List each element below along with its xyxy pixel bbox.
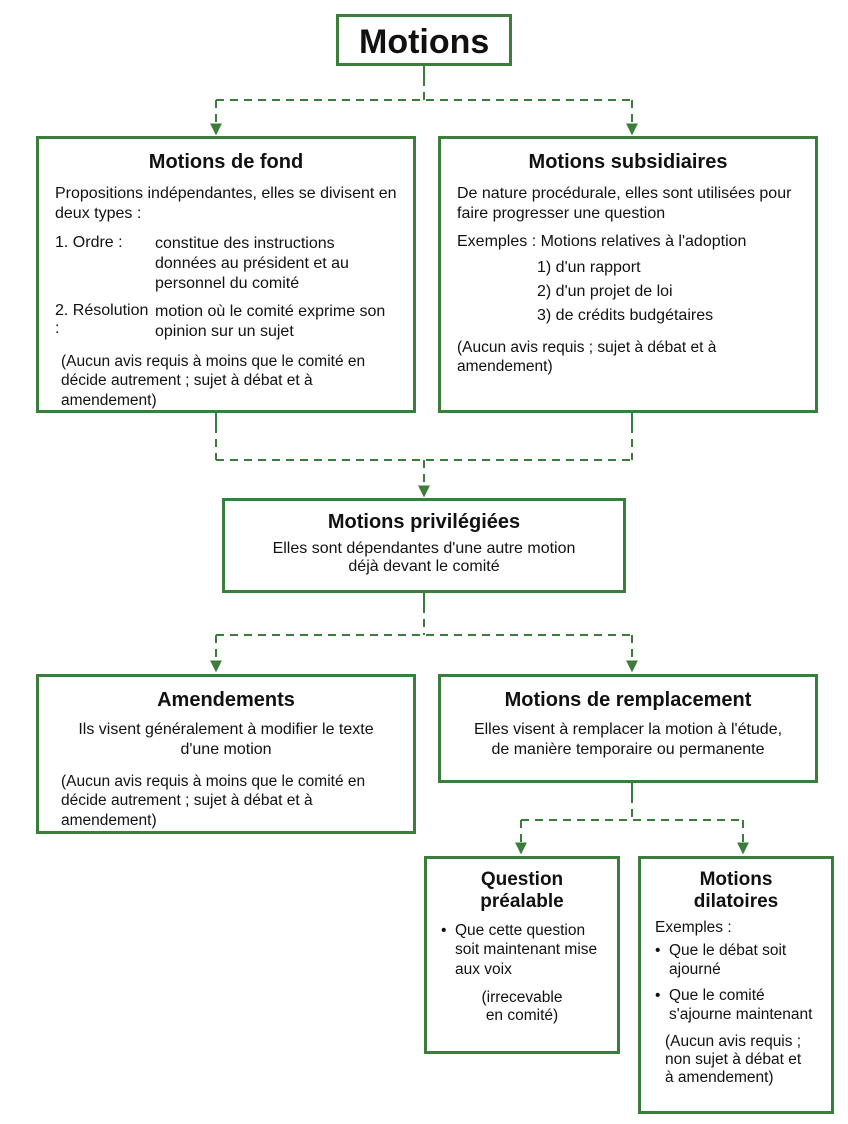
- fond-item2-text: motion où le comité exprime son opinion …: [155, 302, 397, 342]
- amend-desc: Ils visent généralement à modifier le te…: [57, 720, 395, 760]
- amend-note: (Aucun avis requis à moins que le comité…: [57, 772, 395, 830]
- root-title: Motions: [359, 23, 489, 61]
- sub-ex1: 1) d'un rapport: [537, 256, 799, 280]
- amend-title: Amendements: [57, 689, 395, 712]
- sub-ex2: 2) d'un projet de loi: [537, 280, 799, 304]
- priv-title: Motions privilégiées: [241, 511, 607, 534]
- prealable-note2: en comité): [441, 1007, 603, 1025]
- motions-subsidiaires-box: Motions subsidiaires De nature procédura…: [438, 136, 818, 413]
- prealable-note1: (irrecevable: [441, 989, 603, 1007]
- fond-item2-label: 2. Résolution :: [55, 302, 155, 342]
- fond-note: (Aucun avis requis à moins que le comité…: [55, 352, 397, 410]
- motions-de-fond-box: Motions de fond Propositions indépendant…: [36, 136, 416, 413]
- dil-b2: Que le comité s'ajourne maintenant: [655, 986, 817, 1025]
- prealable-title2: préalable: [441, 891, 603, 913]
- motions-dilatoires-box: Motions dilatoires Exemples : Que le déb…: [638, 856, 834, 1114]
- dil-note2: non sujet à débat et: [655, 1051, 817, 1069]
- fond-title: Motions de fond: [55, 151, 397, 174]
- dil-note1: (Aucun avis requis ;: [655, 1033, 817, 1051]
- sub-title: Motions subsidiaires: [457, 151, 799, 174]
- motions-remplacement-box: Motions de remplacement Elles visent à r…: [438, 674, 818, 783]
- sub-intro: De nature procédurale, elles sont utilis…: [457, 184, 799, 224]
- amendements-box: Amendements Ils visent généralement à mo…: [36, 674, 416, 834]
- dil-title1: Motions: [655, 869, 817, 891]
- priv-desc1: Elles sont dépendantes d'une autre motio…: [241, 540, 607, 558]
- dil-ex-label: Exemples :: [655, 919, 817, 937]
- motions-privilegiees-box: Motions privilégiées Elles sont dépendan…: [222, 498, 626, 593]
- root-motions-box: Motions: [336, 14, 512, 66]
- dil-note3: à amendement): [655, 1069, 817, 1087]
- fond-intro: Propositions indépendantes, elles se div…: [55, 184, 397, 224]
- fond-item1-text: constitue des instructions données au pr…: [155, 234, 397, 294]
- prealable-title1: Question: [441, 869, 603, 891]
- dil-title2: dilatoires: [655, 891, 817, 913]
- dil-b1: Que le débat soit ajourné: [655, 941, 817, 980]
- prealable-bullet: Que cette question soit maintenant mise …: [441, 921, 603, 979]
- fond-item1-label: 1. Ordre :: [55, 234, 155, 294]
- question-prealable-box: Question préalable Que cette question so…: [424, 856, 620, 1054]
- sub-ex-label: Exemples : Motions relatives à l'adoptio…: [457, 232, 799, 252]
- priv-desc2: déjà devant le comité: [241, 558, 607, 576]
- remp-desc: Elles visent à remplacer la motion à l'é…: [457, 720, 799, 760]
- sub-note: (Aucun avis requis ; sujet à débat et à …: [457, 338, 799, 377]
- remp-title: Motions de remplacement: [457, 689, 799, 712]
- sub-ex3: 3) de crédits budgétaires: [537, 304, 799, 328]
